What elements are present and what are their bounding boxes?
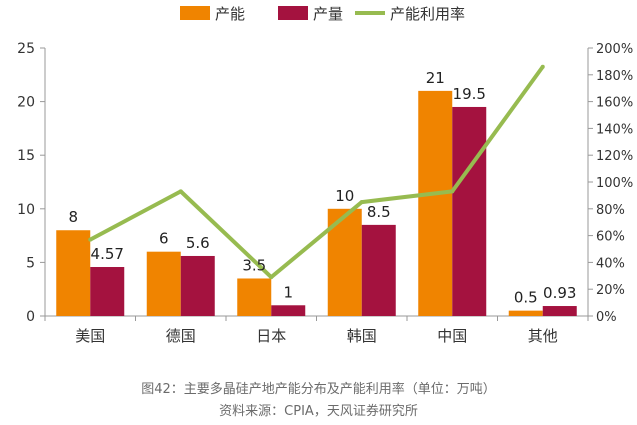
bar-capacity bbox=[146, 251, 181, 316]
utilization-point bbox=[178, 189, 183, 194]
legend-swatch-capacity bbox=[180, 6, 210, 20]
x-tick-label: 日本 bbox=[256, 327, 286, 345]
figure-title: 图42：主要多晶硅产地产能分布及产能利用率（单位：万吨） bbox=[141, 382, 496, 397]
y-tick-label-left: 0 bbox=[26, 309, 35, 325]
y-tick-label-right: 20% bbox=[596, 283, 625, 298]
bar-value-label: 1 bbox=[283, 283, 293, 301]
y-tick-label-right: 100% bbox=[596, 176, 633, 191]
bar-value-label: 4.57 bbox=[91, 245, 124, 263]
data-labels: 8 6 3.5 10 21 0.5 4.57 5.6 1 8.5 19.5 0.93 bbox=[68, 69, 576, 307]
y-tick-label-left: 20 bbox=[17, 95, 35, 111]
x-tick-label: 中国 bbox=[437, 327, 467, 345]
figure-source: 资料来源：CPIA，天风证券研究所 bbox=[219, 404, 418, 419]
bar-value-label: 21 bbox=[426, 69, 445, 87]
bar-output bbox=[452, 106, 487, 317]
legend-label-utilization: 产能利用率 bbox=[390, 5, 465, 23]
bar-output bbox=[361, 224, 396, 316]
y-tick-label-right: 120% bbox=[596, 149, 633, 164]
utilization-point bbox=[540, 64, 545, 69]
x-tick-label: 其他 bbox=[528, 327, 558, 345]
y-tick-label-right: 0% bbox=[596, 310, 617, 325]
bar-value-label: 0.5 bbox=[514, 289, 538, 307]
x-tick-label: 美国 bbox=[75, 327, 105, 345]
bar-value-label: 5.6 bbox=[186, 234, 210, 252]
y-tick-label-right: 200% bbox=[596, 42, 633, 57]
x-tick-label: 德国 bbox=[166, 327, 196, 345]
legend-label-capacity: 产能 bbox=[215, 5, 245, 23]
y-tick-label-left: 5 bbox=[26, 255, 35, 271]
utilization-point bbox=[359, 200, 364, 205]
utilization-point bbox=[88, 237, 93, 242]
bar-output bbox=[271, 305, 306, 316]
legend: 产能 产量 产能利用率 bbox=[180, 5, 465, 23]
y-tick-label-right: 140% bbox=[596, 122, 633, 137]
bar-value-label: 19.5 bbox=[453, 85, 486, 103]
y-tick-label-left: 15 bbox=[17, 148, 35, 164]
legend-swatch-output bbox=[278, 6, 308, 20]
bar-output bbox=[90, 267, 125, 316]
y-tick-label-left: 10 bbox=[17, 202, 35, 218]
y-tick-label-left: 25 bbox=[17, 41, 35, 57]
bar-value-label: 10 bbox=[335, 187, 354, 205]
y-tick-label-right: 60% bbox=[596, 230, 625, 245]
bar-value-label: 8 bbox=[68, 208, 78, 226]
bars bbox=[56, 90, 577, 317]
chart-svg: 产能 产量 产能利用率 0 5 10 15 20 25 0% 20% 40% 60% 80% 100%… bbox=[17, 5, 633, 345]
bar-value-label: 8.5 bbox=[367, 203, 391, 221]
bar-value-label: 6 bbox=[159, 230, 169, 248]
utilization-line bbox=[88, 64, 545, 280]
bar-capacity bbox=[418, 90, 453, 316]
bar-capacity bbox=[508, 310, 543, 316]
y-tick-label-right: 80% bbox=[596, 203, 625, 218]
y-tick-label-right: 160% bbox=[596, 96, 633, 111]
utilization-point bbox=[450, 189, 455, 194]
bar-output bbox=[180, 255, 215, 316]
y-tick-label-right: 40% bbox=[596, 256, 625, 271]
utilization-point bbox=[269, 275, 274, 280]
bar-value-label: 3.5 bbox=[242, 256, 266, 274]
bar-value-label: 0.93 bbox=[543, 284, 576, 302]
bar-output bbox=[542, 306, 577, 316]
bar-capacity bbox=[237, 278, 272, 316]
y-tick-label-right: 180% bbox=[596, 69, 633, 84]
axes: 0 5 10 15 20 25 0% 20% 40% 60% 80% 100% 120% 140% 160%… bbox=[17, 41, 633, 345]
bar-capacity bbox=[56, 230, 91, 316]
utilization-series-line bbox=[89, 65, 545, 280]
legend-label-output: 产量 bbox=[313, 5, 343, 23]
x-tick-label: 韩国 bbox=[347, 327, 377, 345]
